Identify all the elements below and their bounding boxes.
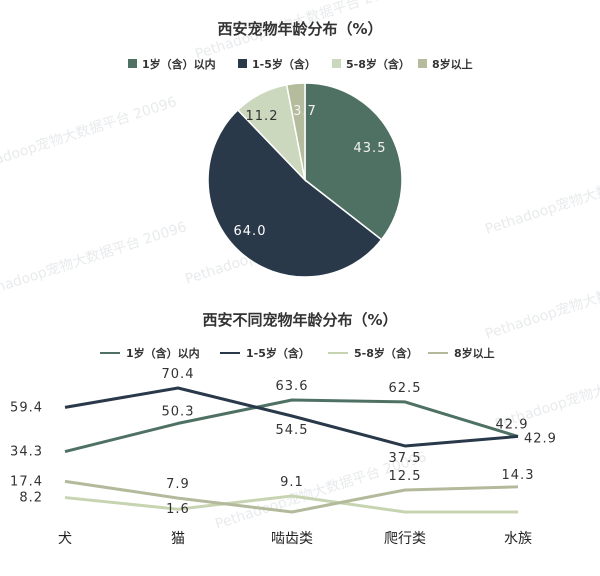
pie-slice-label: 11.2 [246, 109, 279, 124]
x-tick-label: 啮齿类 [271, 531, 313, 547]
data-label: 8.2 [19, 491, 43, 506]
pie-slice [285, 82, 306, 181]
pie-legend-label: 1岁（含）以内 [142, 57, 216, 71]
series-line [64, 479, 519, 514]
pie-legend-swatch [238, 59, 247, 68]
line-chart-categories: 犬 猫 啮齿类 爬行类 水族 [58, 531, 532, 547]
x-tick-label: 猫 [171, 531, 185, 547]
line-legend-label: 1-5岁（含） [246, 346, 310, 360]
pie-legend-label: 8岁以上 [432, 57, 473, 71]
series-line [64, 494, 518, 514]
line-chart: 34.3 50.3 63.6 62.5 42.9 59.4 70.4 54.5 37.5 42.9… [10, 367, 557, 517]
data-label: 63.6 [276, 379, 309, 394]
data-label: 62.5 [389, 381, 422, 396]
series-line [64, 386, 519, 448]
data-label: 42.9 [496, 417, 529, 432]
data-label: 9.1 [280, 475, 304, 490]
data-label: 50.3 [162, 404, 195, 419]
x-tick-label: 水族 [504, 531, 532, 547]
data-label: 34.3 [10, 445, 43, 460]
data-label: 12.5 [389, 469, 422, 484]
data-label: 7.9 [166, 477, 190, 492]
data-label: 42.9 [524, 431, 557, 446]
pie-slice-label: 64.0 [234, 224, 267, 239]
line-legend-label: 8岁以上 [454, 346, 495, 360]
pie-slice-label: 3.7 [293, 104, 317, 119]
data-label: 1.6 [166, 502, 190, 517]
data-label: 54.5 [276, 423, 309, 438]
line-chart-title: 西安不同宠物年龄分布（%） [202, 311, 397, 329]
pie-slice-label: 43.5 [354, 141, 387, 156]
data-label: 59.4 [10, 400, 43, 415]
data-label: 70.4 [162, 367, 195, 382]
pie-chart: 43.5 64.0 11.2 3.7 [207, 82, 403, 278]
pie-slice [207, 108, 383, 278]
line-legend-label: 5-8岁（含） [354, 346, 418, 360]
line-legend: 1岁（含）以内 1-5岁（含） 5-8岁（含） 8岁以上 [100, 346, 495, 360]
pie-legend-label: 1-5岁（含） [252, 57, 316, 71]
data-label: 37.5 [389, 451, 422, 466]
pie-legend-label: 5-8岁（含） [346, 57, 410, 71]
series-line [64, 398, 519, 454]
pie-legend-swatch [418, 59, 427, 68]
pie-chart-title: 西安宠物年龄分布（%） [217, 20, 382, 38]
pie-legend-swatch [332, 59, 341, 68]
pie-slice [304, 82, 403, 241]
data-label: 14.3 [502, 468, 535, 483]
line-legend-label: 1岁（含）以内 [126, 346, 200, 360]
data-label: 17.4 [10, 474, 43, 489]
x-tick-label: 爬行类 [384, 531, 426, 547]
pie-legend-swatch [128, 59, 137, 68]
x-tick-label: 犬 [58, 531, 72, 547]
pie-legend: 1岁（含）以内 1-5岁（含） 5-8岁（含） 8岁以上 [128, 57, 473, 71]
